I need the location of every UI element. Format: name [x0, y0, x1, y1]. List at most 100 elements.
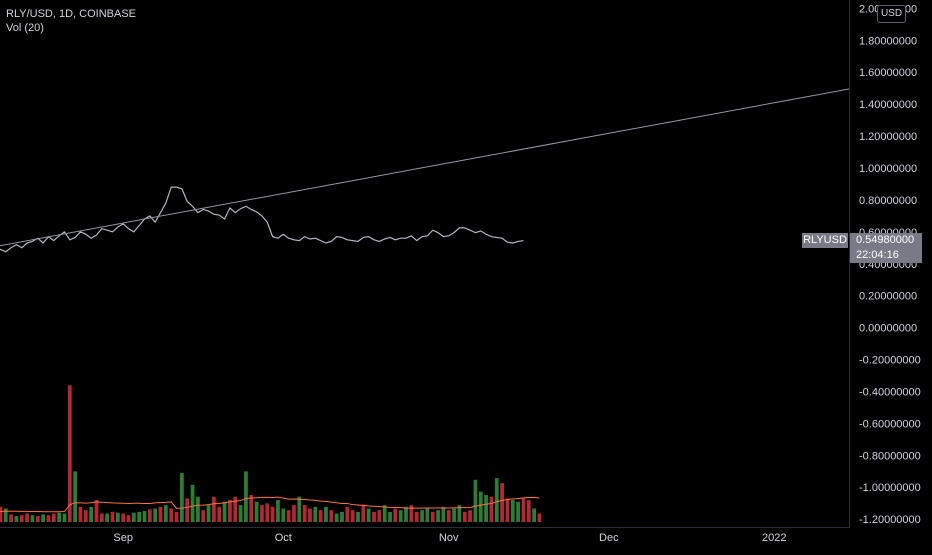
volume-bar [147, 509, 152, 522]
symbol-price-tag: RLYUSD [802, 233, 848, 248]
x-tick-label: Dec [599, 532, 619, 544]
volume-bar [308, 508, 312, 522]
volume-bar [425, 508, 430, 522]
volume-bar [185, 498, 190, 523]
volume-bar [420, 510, 424, 522]
volume-bar [462, 511, 467, 523]
volume-bar [169, 508, 174, 522]
y-tick-label: 1.40000000 [859, 99, 917, 111]
volume-bar [9, 514, 13, 522]
volume-bar [89, 506, 94, 522]
volume-bar [14, 516, 19, 522]
volume-bar [94, 500, 99, 522]
last-price-label: 0.54980000 22:04:16 [850, 233, 922, 263]
y-tick-label: 0.80000000 [859, 195, 917, 207]
volume-bar [430, 511, 435, 523]
volume-bar [265, 503, 270, 522]
volume-bar [57, 512, 61, 522]
y-tick-label: -0.60000000 [859, 418, 921, 430]
volume-bar [441, 506, 446, 522]
x-tick-label: Oct [275, 532, 292, 544]
volume-bar [180, 473, 184, 522]
volume-bar [67, 385, 72, 522]
volume-bar [78, 506, 83, 522]
volume-bar [105, 513, 110, 522]
volume-bar [302, 505, 307, 523]
volume-bar [41, 514, 45, 522]
volume-bar [382, 505, 387, 523]
volume-bar [110, 511, 115, 523]
volume-bar [206, 505, 211, 523]
volume-bar [51, 513, 56, 522]
price-scale: 2.000000001.800000001.600000001.40000000… [859, 3, 921, 526]
volume-bar [484, 495, 488, 522]
volume-bar [233, 496, 238, 522]
volume-bar [478, 491, 483, 523]
volume-bar [164, 505, 168, 523]
volume-ma-line [0, 496, 540, 513]
volume-bar [228, 500, 232, 522]
volume-bar [510, 500, 515, 522]
volume-bar [126, 515, 131, 522]
y-tick-label: 1.60000000 [859, 67, 917, 79]
volume-bar [505, 498, 510, 523]
volume-bar [345, 506, 350, 522]
volume-bar [489, 496, 494, 522]
volume-bar [516, 501, 520, 522]
volume-bar [366, 508, 371, 522]
x-tick-label: Nov [439, 532, 459, 544]
volume-bar [174, 511, 179, 523]
y-tick-label: 1.00000000 [859, 163, 917, 175]
volume-bar [222, 501, 227, 522]
volume-indicator-label[interactable]: Vol (20) [6, 22, 44, 34]
volume-bar [276, 500, 280, 522]
volume-bar [73, 471, 78, 523]
volume-bar [329, 510, 334, 522]
volume-bar [356, 511, 360, 523]
volume-bar [292, 505, 296, 523]
volume-bar [249, 495, 254, 522]
volume-bar [153, 508, 158, 522]
volume-bar [372, 511, 376, 523]
volume-bar [137, 511, 142, 523]
volume-bar [526, 500, 531, 522]
volume-bar [377, 510, 382, 522]
trend-line-drawing[interactable] [0, 88, 850, 265]
volume-bar [388, 511, 392, 523]
volume-bar [281, 508, 286, 522]
y-tick-label: 1.80000000 [859, 35, 917, 47]
volume-bar [468, 510, 472, 522]
x-tick-label: Sep [113, 532, 133, 544]
volume-bar [238, 505, 243, 523]
volume-bar [324, 506, 328, 522]
price-layer [0, 88, 852, 265]
volume-layer [0, 385, 542, 523]
volume-bar [404, 506, 408, 522]
volume-bar [244, 471, 248, 523]
volume-bar [414, 511, 419, 523]
volume-bar [340, 511, 344, 523]
bar-countdown: 22:04:16 [856, 249, 899, 261]
volume-bar [35, 516, 40, 522]
y-tick-label: -0.80000000 [859, 450, 921, 462]
currency-button[interactable]: USD [877, 5, 906, 23]
volume-bar [19, 515, 24, 522]
volume-bar [334, 513, 339, 522]
symbol-title[interactable]: RLY/USD, 1D, COINBASE [6, 8, 136, 20]
volume-bar [196, 496, 200, 522]
volume-bar [190, 484, 195, 523]
last-price-value: 0.54980000 [856, 234, 915, 246]
volume-bar [99, 513, 104, 522]
volume-bar [30, 515, 35, 522]
volume-bar [500, 483, 504, 522]
volume-bar [494, 478, 499, 523]
y-tick-label: -1.00000000 [859, 482, 921, 494]
time-scale: AugSepOctNovDec2022 [113, 532, 786, 544]
chart-legend: RLY/USD, 1D, COINBASE Vol (20) [6, 7, 136, 35]
volume-bar [83, 510, 88, 522]
volume-bar [297, 496, 302, 522]
x-tick-label: 2022 [762, 532, 786, 544]
volume-bar [361, 505, 366, 523]
